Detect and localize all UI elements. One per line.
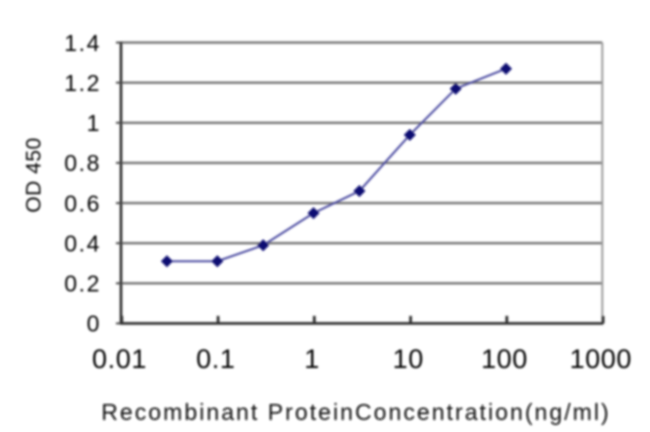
svg-text:10: 10: [393, 344, 424, 374]
svg-text:0.4: 0.4: [64, 230, 101, 256]
svg-text:Recombinant ProteinConcentrati: Recombinant ProteinConcentration(ng/ml): [101, 399, 611, 425]
svg-text:1: 1: [304, 344, 320, 374]
svg-text:100: 100: [481, 344, 528, 374]
svg-text:0.2: 0.2: [64, 271, 101, 297]
svg-text:1.2: 1.2: [64, 70, 101, 96]
svg-text:0.8: 0.8: [64, 150, 101, 176]
svg-text:0: 0: [87, 311, 101, 337]
svg-text:1: 1: [87, 110, 101, 136]
svg-text:0.6: 0.6: [64, 190, 101, 216]
svg-text:1.4: 1.4: [64, 30, 101, 56]
svg-text:OD 450: OD 450: [23, 137, 46, 212]
svg-text:1000: 1000: [570, 344, 632, 374]
svg-text:0.01: 0.01: [92, 344, 147, 374]
svg-text:0.1: 0.1: [196, 344, 235, 374]
